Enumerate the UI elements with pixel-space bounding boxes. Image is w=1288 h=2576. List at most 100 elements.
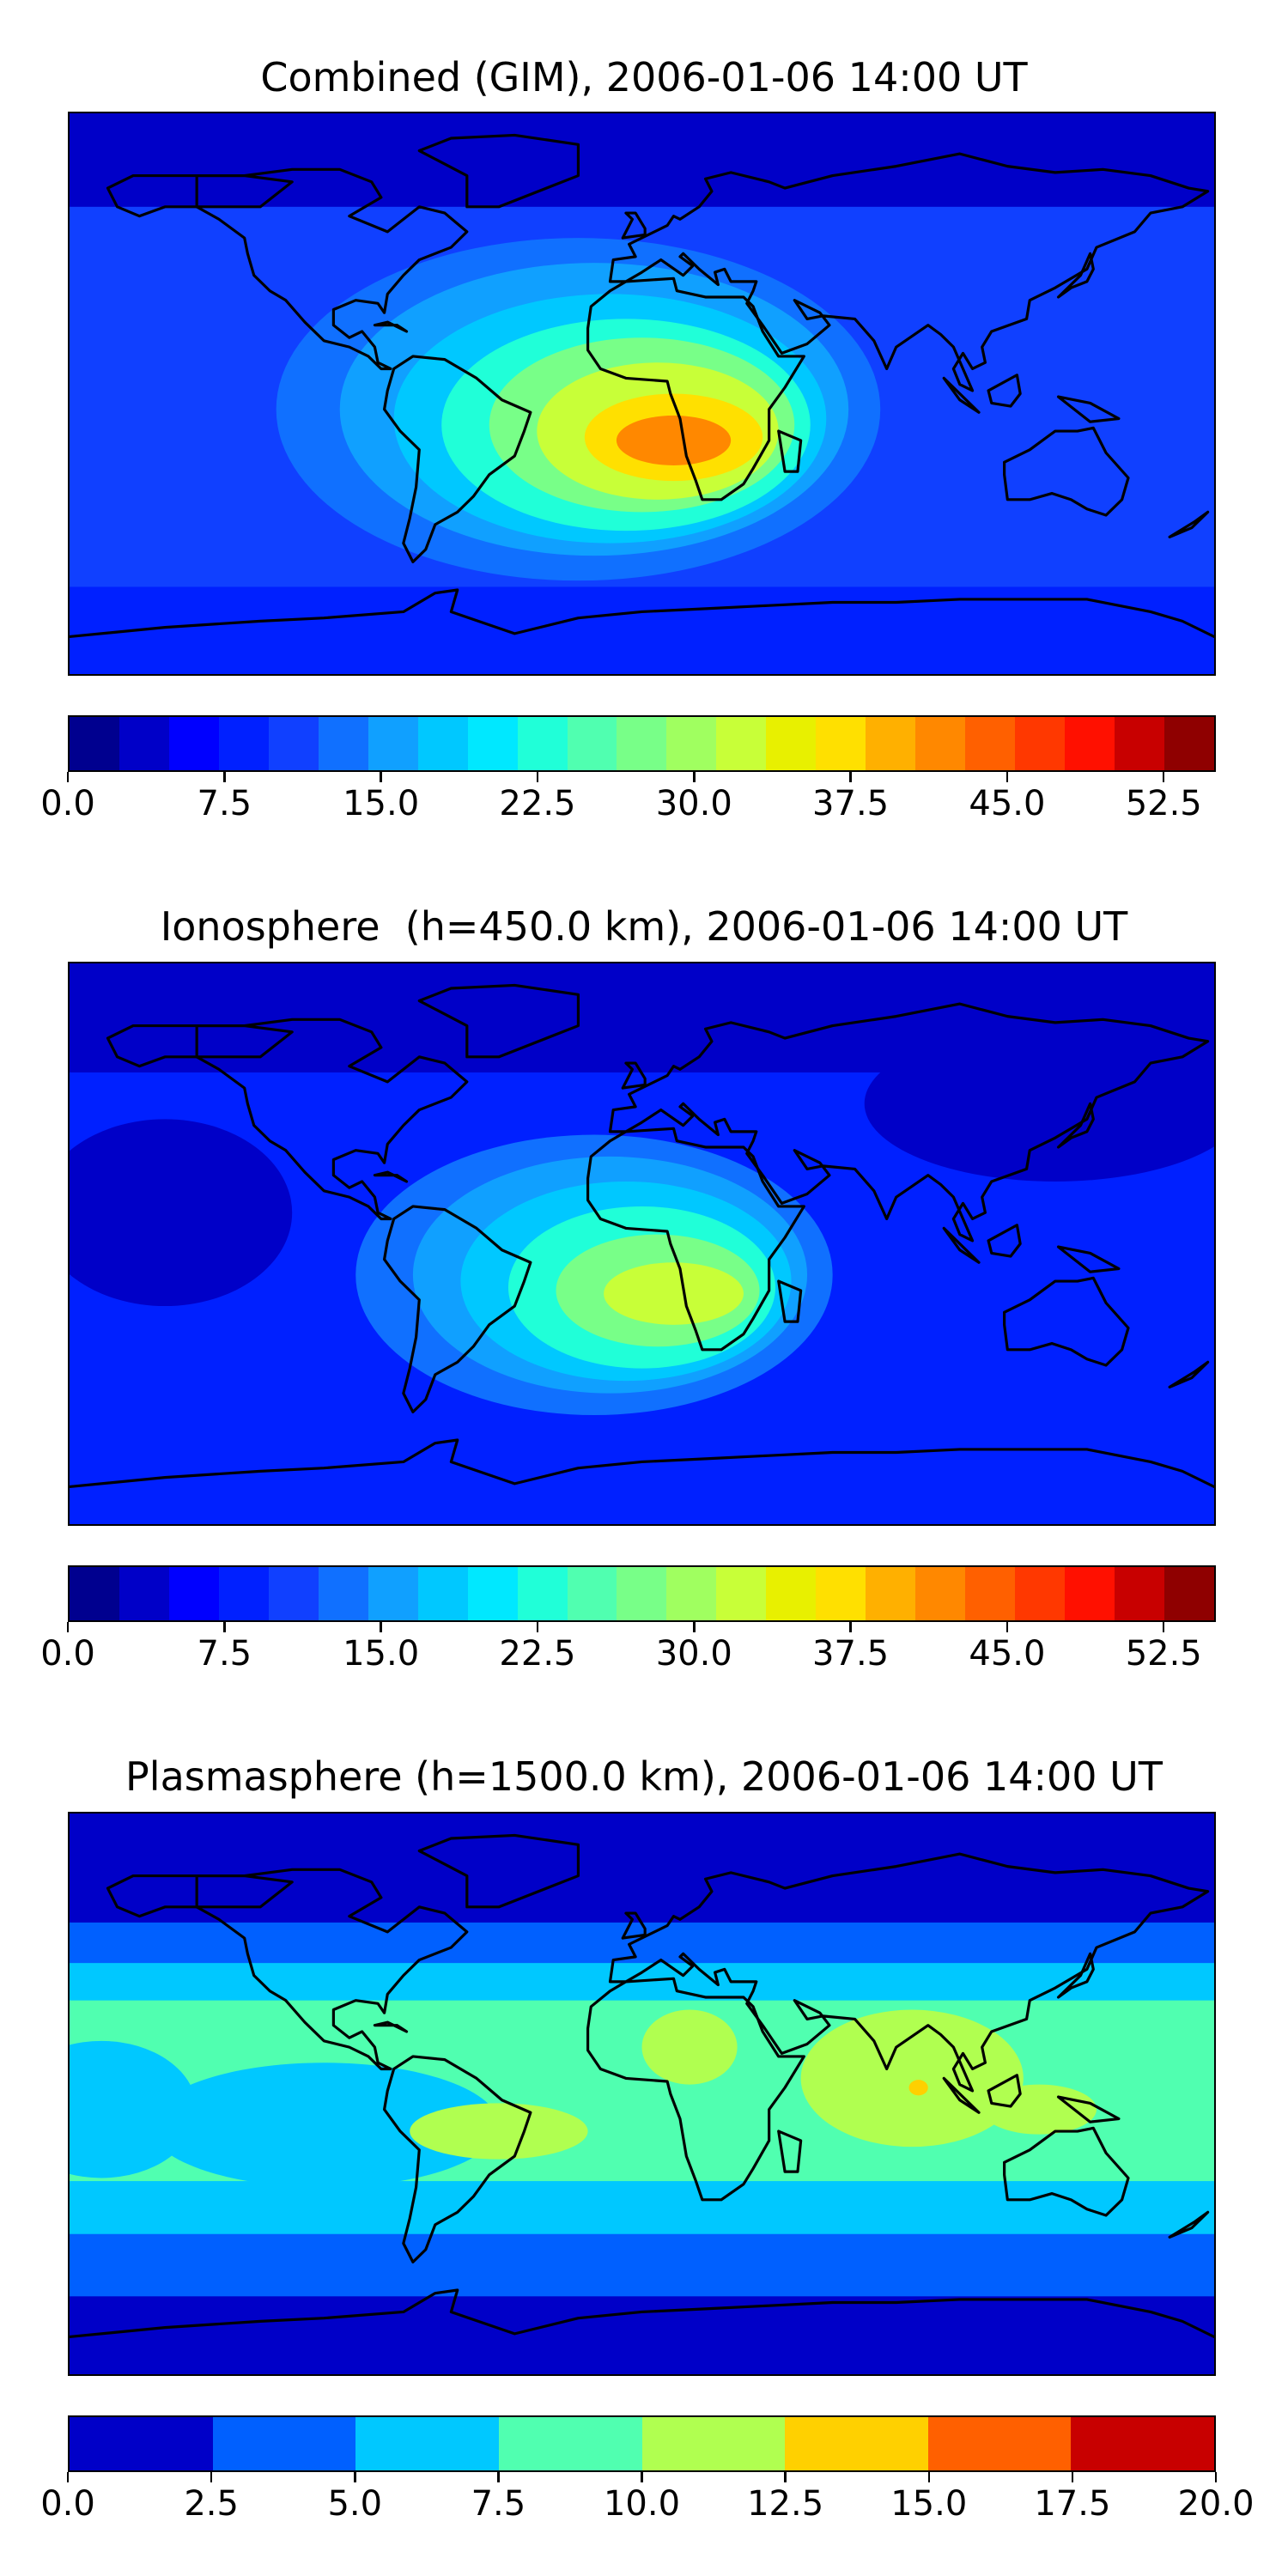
coastline-12 [1056, 1245, 1121, 1273]
coastline-7 [417, 983, 580, 1059]
colorbar-segment-12 [666, 1567, 717, 1620]
coastline-14 [373, 2020, 409, 2033]
coastline-11 [987, 2074, 1022, 2108]
colorbar-tick-label: 20.0 [1177, 2484, 1255, 2524]
coastline-9 [1056, 1102, 1095, 1149]
colorbar-segment-19 [1015, 717, 1066, 770]
contour-level-3 [149, 2063, 499, 2188]
coastline-1 [383, 355, 532, 563]
coastline-14 [373, 320, 409, 333]
panel-2-map [68, 962, 1216, 1526]
colorbar-tick-label: 37.5 [812, 1634, 890, 1674]
colorbar-segment-7 [1071, 2417, 1214, 2470]
contour-level-0 [70, 113, 1214, 207]
coastline-2 [586, 276, 805, 501]
contour-level-8 [981, 2084, 1097, 2135]
coastline-10 [942, 2076, 981, 2114]
colorbar-segment-22 [1163, 1567, 1214, 1620]
colorbar-tick [497, 2472, 500, 2482]
colorbar-segment-22 [1163, 717, 1214, 770]
colorbar-tick [849, 772, 852, 782]
colorbar-segment-2 [168, 717, 219, 770]
colorbar-segment-10 [567, 717, 617, 770]
colorbar-segment-9 [517, 717, 568, 770]
coastline-3 [608, 1002, 1210, 1242]
colorbar-segment-14 [766, 717, 817, 770]
colorbar-tick-label: 0.0 [40, 1634, 95, 1674]
colorbar-segment-11 [617, 717, 667, 770]
colorbar-segment-3 [218, 1567, 269, 1620]
colorbar-segment-15 [816, 717, 866, 770]
coastline-11 [987, 1224, 1022, 1258]
colorbar-tick [66, 772, 70, 782]
colorbar-tick-label: 12.5 [747, 2484, 824, 2524]
colorbar-tick [210, 2472, 213, 2482]
colorbar-segment-0 [70, 2417, 213, 2470]
coastline-6 [621, 1061, 647, 1090]
colorbar-tick-label: 45.0 [969, 1634, 1046, 1674]
colorbar-segment-1 [118, 717, 169, 770]
coastline-5 [70, 2288, 1214, 2339]
colorbar-tick [223, 1622, 226, 1632]
colorbar-tick [1162, 772, 1165, 782]
colorbar-segment-16 [866, 1567, 916, 1620]
coastline-15 [195, 1874, 294, 1909]
panel-1-colorbar [68, 715, 1216, 772]
colorbar-tick-label: 0.0 [40, 2484, 95, 2524]
coastline-7 [417, 1833, 580, 1909]
contour-level-6 [641, 2009, 738, 2085]
panel-2-colorbar [68, 1565, 1216, 1622]
coastline-11 [987, 374, 1022, 408]
colorbar-tick [1162, 1622, 1165, 1632]
contour-level-9 [908, 2080, 928, 2096]
colorbar-segment-20 [1065, 717, 1115, 770]
colorbar-tick-label: 52.5 [1125, 784, 1202, 823]
colorbar-tick [849, 1622, 852, 1632]
colorbar-segment-17 [915, 717, 966, 770]
colorbar-segment-21 [1115, 1567, 1164, 1620]
coastline-0 [106, 1868, 469, 2071]
coastline-6 [621, 211, 647, 240]
coastline-12 [1056, 395, 1121, 423]
colorbar-segment-7 [417, 717, 468, 770]
colorbar-segment-16 [866, 717, 916, 770]
colorbar-tick [223, 772, 226, 782]
coastline-3 [608, 1852, 1210, 2093]
colorbar-segment-9 [517, 1567, 568, 1620]
colorbar-tick [354, 2472, 356, 2482]
colorbar-segment-0 [70, 717, 119, 770]
panel-1-map [68, 112, 1216, 676]
panel-3-map [68, 1812, 1216, 2376]
colorbar-tick-label: 7.5 [197, 1634, 252, 1674]
colorbar-tick-label: 22.5 [499, 784, 576, 823]
colorbar-segment-21 [1115, 717, 1164, 770]
colorbar-segment-13 [716, 717, 767, 770]
colorbar-segment-19 [1015, 1567, 1066, 1620]
colorbar-segment-8 [467, 1567, 518, 1620]
coastline-2 [586, 1127, 805, 1352]
colorbar-tick [380, 1622, 382, 1632]
coastline-10 [942, 376, 981, 414]
colorbar-tick [693, 1622, 696, 1632]
colorbar-tick-label: 52.5 [1125, 1634, 1202, 1674]
colorbar-tick [927, 2472, 930, 2482]
colorbar-tick-label: 0.0 [40, 784, 95, 823]
panel-3-title: Plasmasphere (h=1500.0 km), 2006-01-06 1… [125, 1753, 1163, 1800]
colorbar-segment-2 [355, 2417, 499, 2470]
colorbar-tick-label: 22.5 [499, 1634, 576, 1674]
colorbar-tick-label: 15.0 [343, 784, 420, 823]
colorbar-segment-1 [212, 2417, 356, 2470]
coastline-10 [942, 1226, 981, 1264]
colorbar-segment-11 [617, 1567, 667, 1620]
coastline-13 [1168, 510, 1210, 538]
coastline-0 [106, 167, 469, 371]
colorbar-tick-label: 15.0 [343, 1634, 420, 1674]
colorbar-segment-1 [118, 1567, 169, 1620]
panel-1-map-svg [70, 113, 1214, 674]
panel-1-title: Combined (GIM), 2006-01-06 14:00 UT [260, 54, 1028, 100]
colorbar-segment-4 [641, 2417, 786, 2470]
colorbar-tick [1005, 1622, 1009, 1632]
colorbar-segment-12 [666, 717, 717, 770]
colorbar-tick [536, 772, 539, 782]
coastline-12 [1056, 2095, 1121, 2123]
